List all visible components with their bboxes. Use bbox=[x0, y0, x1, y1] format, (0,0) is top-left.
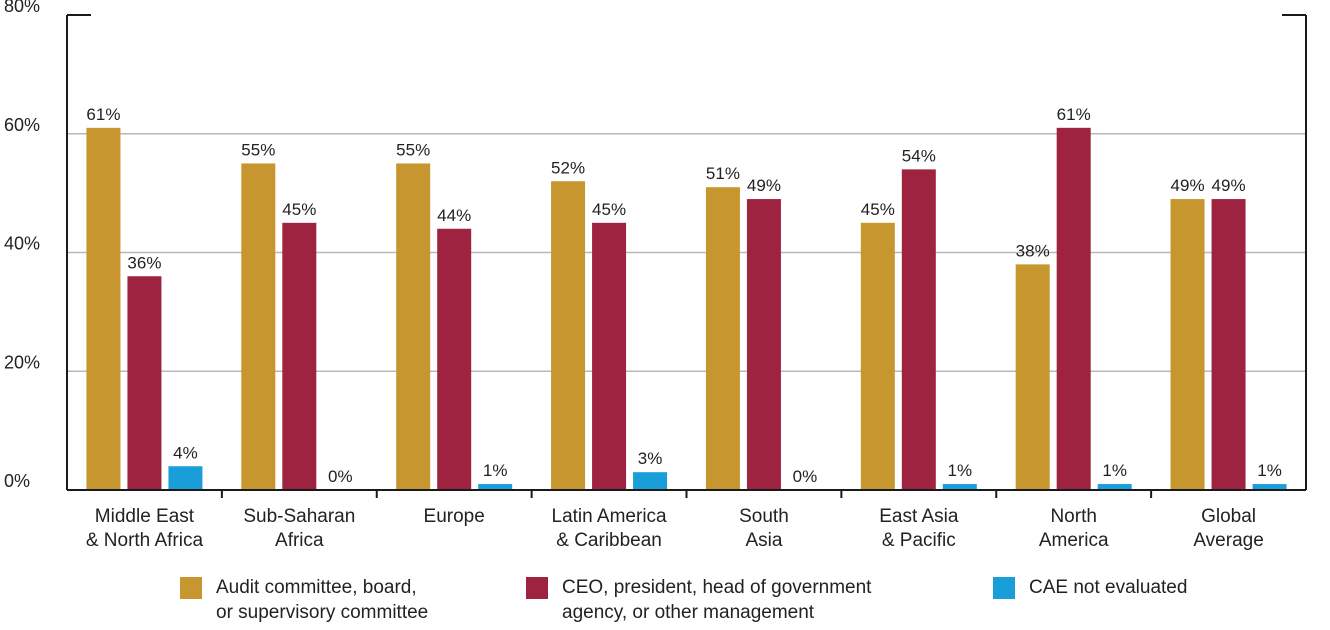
bar bbox=[705, 187, 740, 490]
data-label: 4% bbox=[173, 443, 198, 462]
data-label: 61% bbox=[1057, 105, 1091, 124]
legend-item-cae: CAE not evaluated bbox=[993, 575, 1187, 600]
data-label: 0% bbox=[328, 467, 353, 486]
x-category-label: Europe bbox=[424, 506, 485, 527]
bar bbox=[1056, 127, 1091, 490]
x-category-label: Global bbox=[1201, 506, 1256, 527]
bar bbox=[127, 276, 162, 490]
bar bbox=[551, 181, 586, 490]
data-label: 55% bbox=[241, 140, 275, 159]
bar bbox=[1211, 199, 1246, 490]
y-tick-label: 60% bbox=[4, 115, 40, 135]
y-tick-label: 0% bbox=[4, 471, 30, 491]
bar bbox=[1170, 199, 1205, 490]
data-label: 3% bbox=[638, 449, 663, 468]
data-label: 44% bbox=[437, 206, 471, 225]
bars bbox=[86, 127, 1287, 490]
x-axis-labels: Middle East & North Africa Sub-Saharan Afri… bbox=[86, 506, 1264, 551]
data-label: 45% bbox=[592, 200, 626, 219]
legend-label-audit: Audit committee, board, or supervisory c… bbox=[216, 577, 429, 623]
x-category-label: North bbox=[1050, 506, 1096, 527]
data-label: 45% bbox=[861, 200, 895, 219]
bar bbox=[746, 199, 781, 490]
x-category-label: East Asia bbox=[879, 506, 959, 527]
data-label: 1% bbox=[483, 461, 508, 480]
x-category-label: Africa bbox=[275, 530, 324, 551]
x-category-label: & Pacific bbox=[882, 530, 956, 551]
x-category-label: Asia bbox=[745, 530, 782, 551]
data-label: 61% bbox=[86, 105, 120, 124]
legend-item-ceo: CEO, president, head of government agenc… bbox=[526, 575, 871, 625]
legend-label-cae: CAE not evaluated bbox=[1029, 577, 1188, 598]
data-label: 0% bbox=[793, 467, 818, 486]
x-category-label: Sub-Saharan bbox=[243, 506, 355, 527]
bar bbox=[901, 169, 936, 490]
y-tick-label: 80% bbox=[4, 0, 40, 16]
data-label: 1% bbox=[948, 461, 973, 480]
bar bbox=[241, 163, 276, 490]
data-labels: 61% 36% 4% 55% 45% 0% 55% 44% 1% 52% 45% 3% 51% 49% 0%… bbox=[86, 105, 1281, 486]
data-label: 52% bbox=[551, 158, 585, 177]
bar bbox=[592, 222, 627, 490]
x-category-label: Latin America bbox=[552, 506, 668, 527]
bar bbox=[1015, 264, 1050, 490]
data-label: 51% bbox=[706, 164, 740, 183]
legend-item-audit: Audit committee, board, or supervisory c… bbox=[180, 575, 428, 625]
data-label: 36% bbox=[127, 253, 161, 272]
y-tick-label: 40% bbox=[4, 234, 40, 254]
x-category-label: America bbox=[1039, 530, 1109, 551]
y-axis-labels: 0% 20% 40% 60% 80% bbox=[4, 0, 40, 491]
bar bbox=[942, 484, 977, 490]
data-label: 49% bbox=[1212, 176, 1246, 195]
bar bbox=[396, 163, 431, 490]
x-category-label: Middle East bbox=[95, 506, 195, 527]
bar-chart: 0% 20% 40% 60% 80% Middle East & North Africa… bbox=[4, 0, 1307, 551]
bar bbox=[1097, 484, 1132, 490]
bar bbox=[86, 127, 121, 490]
legend-swatch-cae bbox=[993, 577, 1015, 599]
data-label: 49% bbox=[747, 176, 781, 195]
bar bbox=[478, 484, 513, 490]
bar bbox=[168, 466, 203, 490]
data-label: 49% bbox=[1171, 176, 1205, 195]
x-category-label: & Caribbean bbox=[556, 530, 662, 551]
y-tick-label: 20% bbox=[4, 352, 40, 372]
x-category-label: & North Africa bbox=[86, 530, 204, 551]
legend-swatch-ceo bbox=[526, 577, 548, 599]
data-label: 54% bbox=[902, 146, 936, 165]
data-label: 45% bbox=[282, 200, 316, 219]
data-label: 1% bbox=[1102, 461, 1127, 480]
x-category-label: South bbox=[739, 506, 789, 527]
bar bbox=[860, 222, 895, 490]
bar bbox=[282, 222, 317, 490]
bar bbox=[1252, 484, 1287, 490]
data-label: 38% bbox=[1016, 241, 1050, 260]
legend-label-ceo: CEO, president, head of government agenc… bbox=[562, 577, 872, 623]
legend: Audit committee, board, or supervisory c… bbox=[0, 575, 1330, 630]
bar bbox=[437, 228, 472, 490]
data-label: 1% bbox=[1257, 461, 1282, 480]
legend-swatch-audit bbox=[180, 577, 202, 599]
bar bbox=[633, 472, 668, 490]
x-category-label: Average bbox=[1193, 530, 1263, 551]
axes bbox=[66, 14, 1307, 498]
data-label: 55% bbox=[396, 140, 430, 159]
